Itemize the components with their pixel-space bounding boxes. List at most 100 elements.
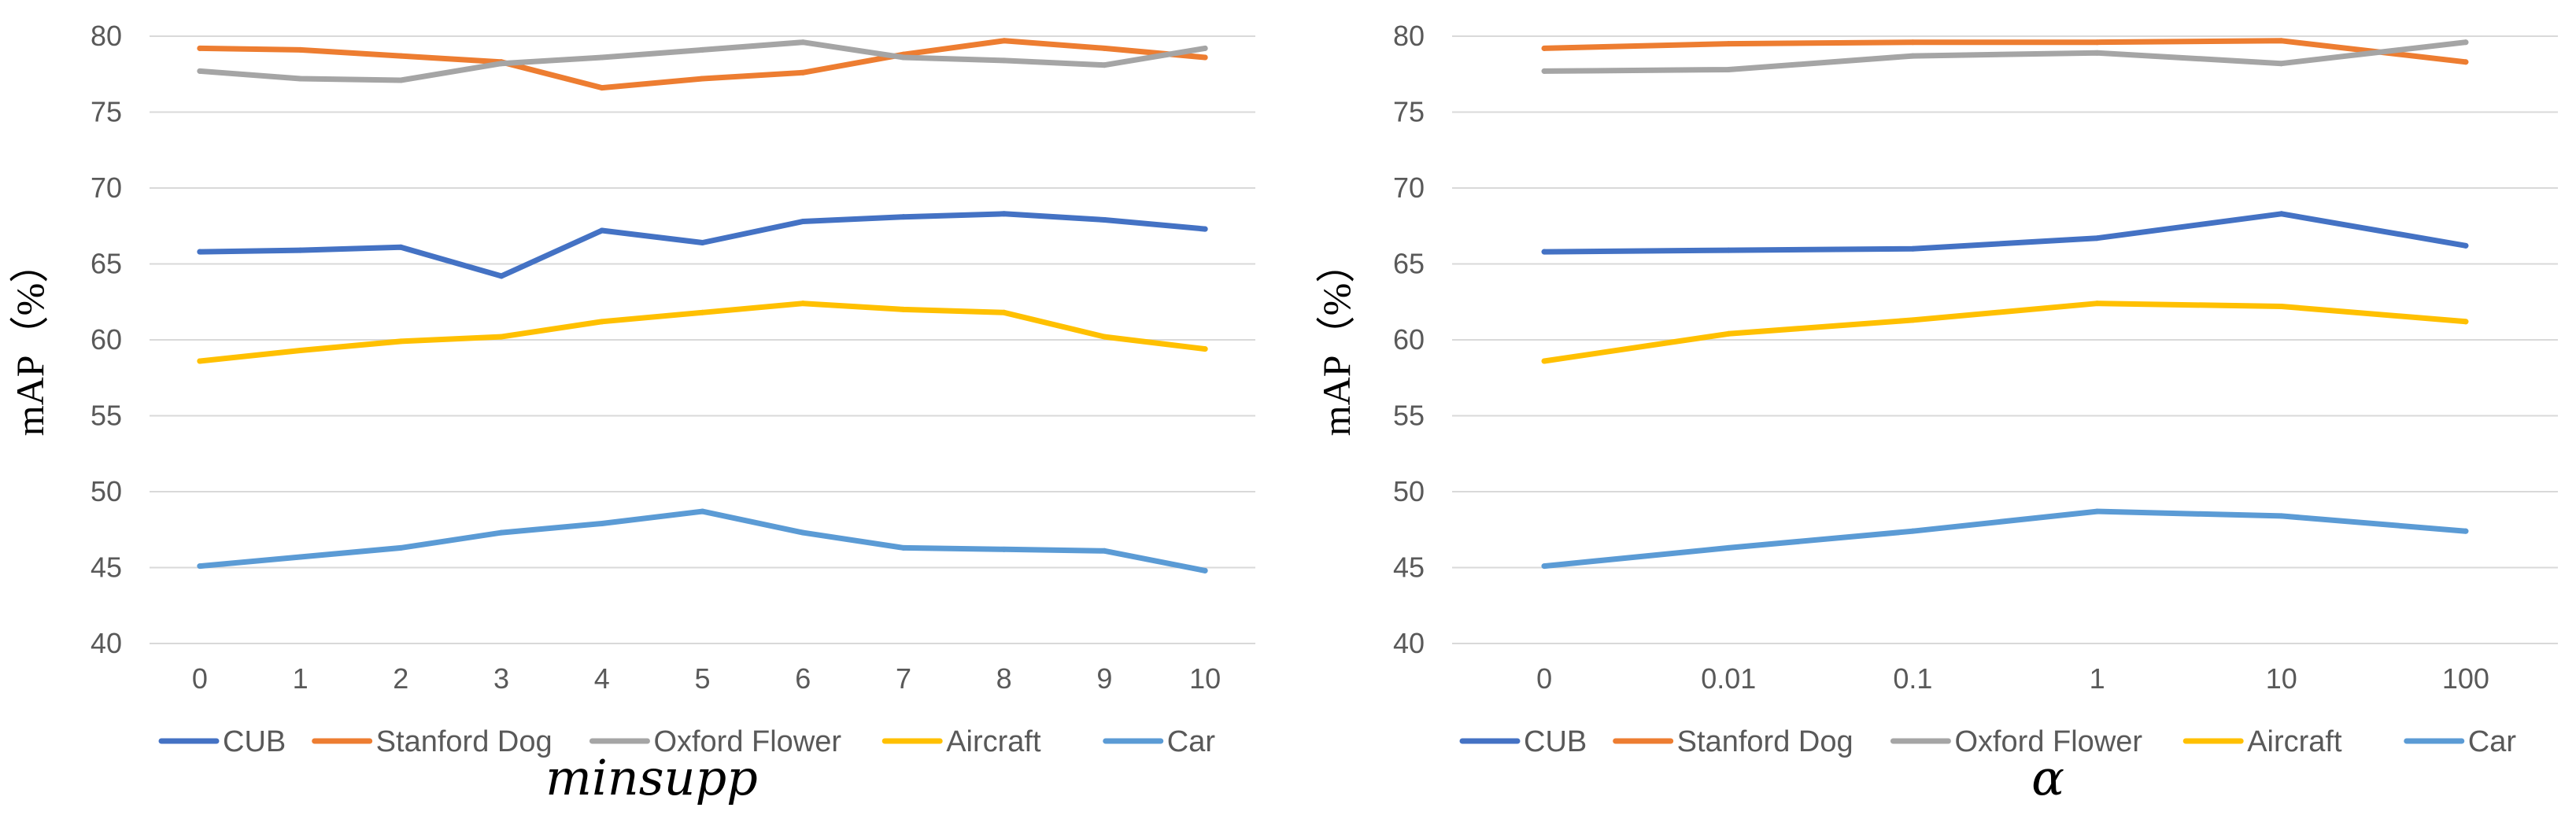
data-point (2094, 235, 2101, 242)
data-point (1202, 567, 1208, 573)
data-point (1541, 45, 1547, 51)
legend-label: CUB (223, 725, 286, 758)
data-point (1202, 226, 1208, 232)
y-tick-label: 55 (1393, 400, 1425, 432)
data-point (900, 54, 907, 61)
data-point (700, 76, 705, 82)
x-tick-label: 4 (594, 662, 610, 695)
data-point (2094, 508, 2101, 514)
data-point (197, 563, 203, 570)
legend-label: Car (2468, 725, 2517, 758)
x-tick-label: 3 (493, 662, 509, 695)
x-tick-label: 9 (1096, 662, 1112, 695)
data-point (498, 61, 504, 67)
data-point (700, 508, 705, 514)
data-point (2278, 513, 2285, 519)
legend-label: Oxford Flower (653, 725, 841, 758)
data-point (397, 77, 404, 83)
data-point (700, 46, 705, 53)
data-point (800, 39, 806, 46)
data-point (1909, 39, 1916, 46)
data-point (2278, 61, 2285, 67)
y-tick-label: 75 (1393, 96, 1425, 128)
data-point (2278, 38, 2285, 44)
data-point (397, 544, 404, 551)
data-point (1725, 330, 1732, 337)
x-axis-title: α (2031, 749, 2064, 806)
data-point (1001, 546, 1007, 552)
x-tick-label: 5 (694, 662, 710, 695)
data-point (1541, 68, 1547, 74)
legend-label: Aircraft (946, 725, 1041, 758)
data-point (298, 247, 304, 253)
data-point (700, 309, 705, 315)
y-tick-label: 55 (91, 400, 122, 432)
y-tick-label: 80 (1393, 20, 1425, 52)
data-point (800, 69, 806, 76)
x-tick-label: 7 (896, 662, 911, 695)
data-point (1001, 38, 1007, 44)
data-point (599, 85, 605, 91)
data-point (298, 46, 304, 53)
x-tick-label: 0.01 (1701, 662, 1756, 695)
y-tick-label: 50 (91, 475, 122, 507)
data-point (397, 338, 404, 345)
data-point (1725, 41, 1732, 47)
data-point (800, 301, 806, 307)
x-axis-title: minsupp (545, 749, 758, 806)
data-point (2463, 242, 2469, 249)
series-line-cub (1541, 211, 2469, 255)
y-tick-label: 45 (91, 551, 122, 584)
data-point (1001, 309, 1007, 315)
data-point (1202, 54, 1208, 61)
data-point (2094, 39, 2101, 46)
series-line-stanford-dog (1541, 38, 2469, 65)
data-point (197, 68, 203, 74)
legend-label: Oxford Flower (1954, 725, 2142, 758)
series-line-oxford-flower (1541, 39, 2469, 74)
series-line-aircraft (1541, 301, 2469, 364)
y-tick-label: 40 (91, 627, 122, 659)
data-point (1909, 528, 1916, 534)
data-point (2278, 211, 2285, 217)
chart-alpha: 40 45 50 55 60 65 70 75 80 0 0.01 0.1 1 10 100 mAP（%） CU… (1314, 20, 2558, 806)
legend-label: Aircraft (2247, 725, 2342, 758)
data-point (1101, 45, 1107, 51)
data-point (900, 544, 907, 551)
data-point (298, 554, 304, 560)
data-point (197, 358, 203, 364)
data-point (1541, 358, 1547, 364)
data-point (599, 319, 605, 325)
data-point (900, 306, 907, 312)
x-tick-label: 0 (192, 662, 208, 695)
x-tick-label: 100 (2442, 662, 2489, 695)
y-tick-label: 70 (1393, 171, 1425, 204)
legend-label: Stanford Dog (1677, 725, 1853, 758)
data-point (1001, 57, 1007, 64)
legend-label: Stanford Dog (376, 725, 553, 758)
y-tick-label: 60 (1393, 323, 1425, 356)
data-point (1725, 66, 1732, 72)
data-point (599, 521, 605, 527)
x-tick-label: 0.1 (1893, 662, 1932, 695)
data-point (298, 348, 304, 354)
x-tick-label: 2 (393, 662, 408, 695)
x-tick-label: 1 (2090, 662, 2105, 695)
y-tick-label: 80 (91, 20, 122, 52)
x-tick-label: 10 (1189, 662, 1221, 695)
data-point (498, 529, 504, 536)
data-point (900, 214, 907, 220)
y-tick-label: 70 (91, 171, 122, 204)
x-tick-label: 8 (996, 662, 1012, 695)
series-line-car (197, 508, 1208, 573)
x-tick-label: 1 (293, 662, 309, 695)
data-point (1101, 217, 1107, 223)
y-axis-label: mAP（%） (8, 244, 52, 436)
data-point (1909, 317, 1916, 323)
data-point (599, 227, 605, 234)
y-tick-label: 65 (91, 248, 122, 280)
legend-label: CUB (1524, 725, 1587, 758)
data-point (1202, 346, 1208, 352)
legend-label: Car (1167, 725, 1216, 758)
